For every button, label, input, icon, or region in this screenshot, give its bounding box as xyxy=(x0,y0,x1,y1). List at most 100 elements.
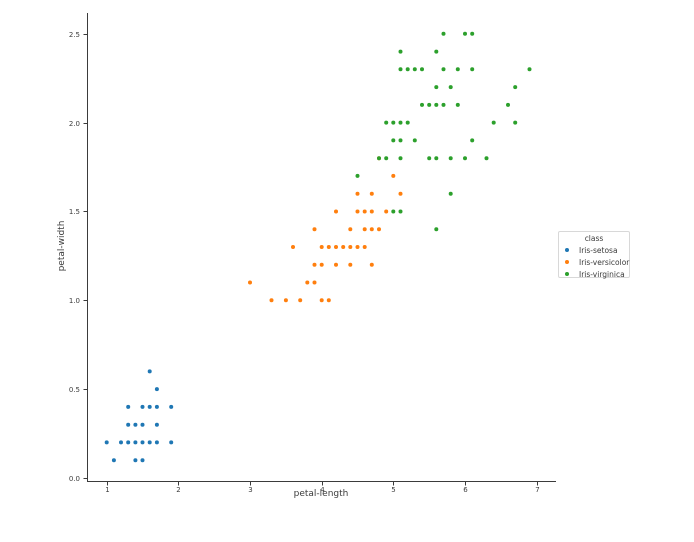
data-point-iris-virginica xyxy=(398,49,403,54)
data-point-iris-setosa xyxy=(154,404,159,409)
data-point-iris-versicolor xyxy=(362,209,367,214)
data-point-iris-virginica xyxy=(448,85,453,90)
data-point-iris-versicolor xyxy=(334,245,338,249)
data-point-iris-virginica xyxy=(412,67,417,72)
legend-marker-icon xyxy=(565,272,569,276)
y-tick-label: 1.0 xyxy=(69,297,80,305)
data-point-iris-versicolor xyxy=(298,298,303,303)
data-point-iris-virginica xyxy=(355,173,360,178)
data-point-iris-versicolor xyxy=(362,227,367,232)
data-point-iris-versicolor xyxy=(269,298,274,303)
legend-item-label: Iris-setosa xyxy=(579,245,618,255)
y-tick-label: 2.0 xyxy=(69,120,80,128)
x-tick-label: 2 xyxy=(176,486,180,494)
data-point-iris-versicolor xyxy=(326,298,331,303)
data-point-iris-versicolor xyxy=(319,245,324,249)
data-point-iris-versicolor xyxy=(355,245,360,249)
data-point-iris-versicolor xyxy=(305,280,310,285)
data-point-iris-virginica xyxy=(398,67,403,72)
x-tick-label: 1 xyxy=(105,486,109,494)
data-point-iris-setosa xyxy=(133,422,138,427)
data-point-iris-virginica xyxy=(398,120,403,125)
data-point-iris-virginica xyxy=(448,156,453,161)
x-tick-label: 7 xyxy=(535,486,539,494)
data-point-iris-virginica xyxy=(441,102,446,107)
y-axis-label: petal-width xyxy=(57,220,67,272)
legend-marker-icon xyxy=(565,260,569,264)
data-point-iris-versicolor xyxy=(334,209,338,214)
data-point-iris-virginica xyxy=(398,138,403,143)
data-point-iris-versicolor xyxy=(334,262,338,267)
data-point-iris-virginica xyxy=(427,156,432,161)
legend-item: Iris-virginica xyxy=(559,268,629,280)
data-point-iris-virginica xyxy=(391,138,396,143)
data-point-iris-versicolor xyxy=(398,191,403,196)
x-tick-label: 5 xyxy=(391,486,395,494)
data-point-iris-versicolor xyxy=(355,191,360,196)
data-point-iris-virginica xyxy=(384,120,389,125)
data-point-iris-setosa xyxy=(154,440,159,445)
data-point-iris-setosa xyxy=(147,369,152,374)
data-point-iris-versicolor xyxy=(341,245,346,249)
data-point-iris-versicolor xyxy=(319,298,324,303)
data-point-iris-versicolor xyxy=(348,262,353,267)
legend-item: Iris-versicolor xyxy=(559,256,629,268)
data-point-iris-setosa xyxy=(133,458,138,463)
data-point-iris-virginica xyxy=(470,31,475,36)
x-tick-label: 6 xyxy=(463,486,468,494)
data-point-iris-setosa xyxy=(140,458,145,463)
data-point-iris-virginica xyxy=(434,85,439,90)
data-point-iris-versicolor xyxy=(348,245,353,249)
data-point-iris-virginica xyxy=(391,120,396,125)
legend-items: Iris-setosa Iris-versicolor Iris-virginica xyxy=(559,244,629,280)
data-point-iris-setosa xyxy=(147,404,152,409)
data-point-iris-virginica xyxy=(405,120,410,125)
data-point-iris-virginica xyxy=(470,67,475,72)
data-point-iris-virginica xyxy=(405,67,410,72)
data-point-iris-versicolor xyxy=(312,227,317,232)
data-point-iris-versicolor xyxy=(369,227,374,232)
data-point-iris-setosa xyxy=(133,440,138,445)
data-point-iris-versicolor xyxy=(384,209,389,214)
data-point-iris-virginica xyxy=(420,67,424,72)
y-tick-label: 0.0 xyxy=(69,475,80,483)
x-tick-label: 3 xyxy=(248,486,252,494)
legend-title: class xyxy=(584,234,604,243)
data-point-iris-versicolor xyxy=(348,227,353,232)
data-point-iris-virginica xyxy=(398,209,403,214)
data-point-iris-setosa xyxy=(147,440,152,445)
data-point-iris-versicolor xyxy=(291,245,295,249)
data-point-iris-virginica xyxy=(463,156,467,161)
data-point-iris-versicolor xyxy=(319,262,324,267)
data-point-iris-virginica xyxy=(513,120,518,125)
data-point-iris-virginica xyxy=(448,191,453,196)
data-point-iris-versicolor xyxy=(248,280,252,285)
data-point-iris-virginica xyxy=(377,156,381,161)
data-point-iris-setosa xyxy=(154,387,159,392)
data-point-iris-virginica xyxy=(434,156,439,161)
data-point-iris-virginica xyxy=(463,31,467,36)
data-point-iris-virginica xyxy=(506,102,510,107)
data-point-iris-virginica xyxy=(455,102,460,107)
data-point-iris-versicolor xyxy=(283,298,288,303)
y-tick-label: 0.5 xyxy=(69,386,80,394)
data-point-iris-setosa xyxy=(126,440,131,445)
data-point-iris-virginica xyxy=(455,67,460,72)
data-point-iris-setosa xyxy=(111,458,116,463)
data-point-iris-setosa xyxy=(119,440,123,445)
data-point-iris-virginica xyxy=(441,31,446,36)
data-point-iris-virginica xyxy=(513,85,518,90)
data-point-iris-virginica xyxy=(384,156,389,161)
data-point-iris-virginica xyxy=(434,227,439,232)
data-point-iris-virginica xyxy=(441,67,446,72)
data-point-iris-versicolor xyxy=(326,245,331,249)
data-point-iris-virginica xyxy=(398,156,403,161)
legend-marker-icon xyxy=(565,248,569,252)
data-point-iris-virginica xyxy=(484,156,489,161)
data-point-iris-setosa xyxy=(126,422,131,427)
data-point-iris-virginica xyxy=(470,138,475,143)
data-point-iris-virginica xyxy=(412,138,417,143)
data-point-iris-setosa xyxy=(140,422,145,427)
